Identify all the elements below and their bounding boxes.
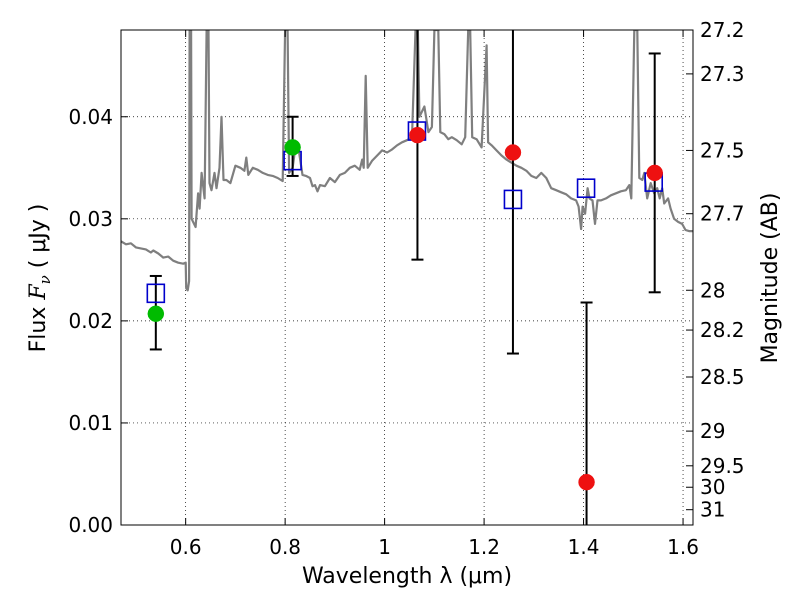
x-tick-label: 1 [378, 535, 391, 559]
y-tick-label: 0.03 [68, 207, 113, 231]
y-axis-ticks: 0.00 0.01 0.02 0.03 0.04 [68, 105, 128, 537]
plot-frame [120, 29, 694, 526]
x-axis-ticks: 0.6 0.8 1 1.2 1.4 1.6 [170, 30, 699, 559]
magnitude-tick-label: 27.3 [700, 62, 745, 86]
sed-spectrum-line [121, 30, 693, 292]
observed-flux-point [409, 126, 426, 144]
y-tick-label: 0.02 [68, 309, 113, 333]
x-tick-label: 1.6 [667, 535, 699, 559]
model-flux-square [503, 189, 523, 210]
model-flux-square [576, 178, 596, 198]
errorbar-layer [149, 30, 661, 525]
y-axis-label-unit: ( μJy ) [26, 204, 51, 276]
x-tick-label: 0.8 [269, 535, 301, 559]
observed-flux-point [646, 164, 663, 182]
y-tick-label: 0.04 [68, 105, 113, 129]
observed-flux-point [504, 144, 522, 161]
plot-area [121, 30, 693, 525]
magnitude-axis-label: Magnitude (AB) [758, 193, 783, 364]
magnitude-tick-label: 27.7 [700, 202, 745, 226]
x-tick-label: 1.4 [568, 535, 600, 559]
model-flux-square [146, 283, 166, 304]
y-axis-label-symbol: F [26, 284, 51, 301]
y-axis-label-subscript: ν [36, 275, 54, 284]
x-tick-label: 0.6 [170, 535, 202, 559]
magnitude-tick-label: 28 [700, 278, 725, 302]
observed-flux-point [284, 139, 301, 156]
y-axis-label: Flux Fν ( μJy ) [26, 204, 54, 353]
magnitude-tick-label: 31 [700, 498, 725, 522]
y-axis-label-prefix: Flux [26, 300, 51, 353]
spectrum-layer [121, 30, 693, 292]
x-axis-label: Wavelength λ (μm) [302, 564, 512, 589]
y-tick-label: 0.01 [68, 411, 113, 435]
magnitude-tick-label: 29.5 [700, 454, 745, 478]
magnitude-tick-label: 28.5 [700, 365, 745, 389]
magnitude-tick-label: 29 [700, 419, 725, 443]
magnitude-tick-label: 30 [700, 475, 725, 499]
x-tick-label: 1.2 [468, 535, 500, 559]
magnitude-tick-label: 27.5 [700, 138, 745, 162]
magnitude-tick-label: 27.2 [700, 18, 745, 42]
observed-flux-point [578, 473, 595, 491]
y-tick-label: 0.00 [68, 513, 113, 537]
observed-flux-point [147, 305, 165, 322]
magnitude-tick-label: 28.2 [700, 318, 745, 342]
observed-flux-layer [147, 126, 663, 491]
